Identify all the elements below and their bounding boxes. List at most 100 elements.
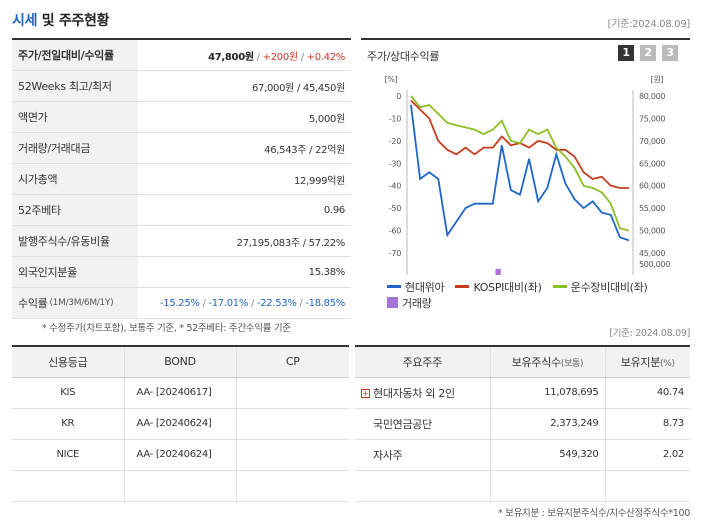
column-header-label: 보유지분 [620, 355, 661, 369]
table-row: NICE AA- [20240624] [12, 439, 349, 471]
stat-label: 시가총액 [12, 164, 138, 194]
right-tick-label: 55,000 [639, 204, 665, 213]
series-line [410, 99, 629, 189]
volume-tick-label: 500,000 [639, 260, 670, 269]
legend-swatch [387, 285, 401, 288]
bond-rating: AA- [20240624] [124, 439, 237, 471]
ownership-ratio: 8.73 [605, 408, 690, 440]
shares-held: 2,373,249 [490, 408, 606, 440]
cp-rating [236, 439, 349, 471]
chart-legend: 현대위아 KOSPI대비(좌) 운수장비대비(좌) 거래량 [387, 278, 687, 311]
left-tick-label: -50 [389, 204, 401, 213]
stat-label: 액면가 [12, 102, 138, 132]
returns-period-label: (1M/3M/6M/1Y) [49, 298, 114, 308]
stat-value: 67,000원 / 45,450원 [251, 82, 345, 94]
shareholder-name-text: 현대자동차 외 2인 [373, 386, 455, 400]
legend-item-kospi: KOSPI대비(좌) [455, 279, 542, 295]
cp-rating [236, 377, 349, 409]
column-header-sub: (보통) [560, 358, 584, 369]
section-title-rest: 및 주주현황 [37, 13, 110, 29]
reference-date-secondary: [기준: 2024.08.09] [609, 328, 690, 339]
expand-icon[interactable]: + [361, 389, 370, 398]
stat-value: 47,800원 / +200원 / +0.42% [208, 51, 345, 63]
price-stats-table: 주가/전일대비/수익률 47,800원 / +200원 / +0.42% 52W… [12, 38, 351, 319]
stat-value: -15.25% / -17.01% / -22.53% / -18.85% [159, 297, 345, 309]
credit-rating-table: 신용등급 BOND CP KIS AA- [20240617] KR AA- [… [12, 345, 349, 502]
stat-row-returns: 수익률 (1M/3M/6M/1Y) -15.25% / -17.01% / -22… [12, 288, 351, 319]
right-tick-label: 80,000 [639, 92, 665, 101]
column-header: CP [236, 347, 349, 378]
ownership-ratio: 2.02 [605, 439, 690, 471]
chart-pager: 1 2 3 [618, 45, 678, 61]
right-tick-label: 45,000 [639, 249, 665, 258]
shareholder-name: 자사주 [355, 439, 491, 471]
legend-label: KOSPI대비(좌) [473, 280, 542, 294]
legend-label: 운수장비대비(좌) [570, 280, 648, 294]
legend-swatch [455, 285, 470, 288]
shareholder-name: 국민연금공단 [355, 408, 491, 440]
table-header-row: 주요주주 보유주식수(보통) 보유지분(%) [355, 347, 690, 378]
volume-bar [495, 268, 501, 275]
series-line [410, 95, 630, 232]
stat-label: 52Weeks 최고/최저 [12, 71, 138, 101]
shares-held [490, 470, 606, 502]
cp-rating [236, 408, 349, 440]
left-tick-label: -70 [389, 249, 401, 258]
chart-page-2-button[interactable]: 2 [640, 45, 656, 61]
stat-row-foreign: 외국인지분율 15.38% [12, 257, 351, 288]
stat-value: 0.96 [323, 204, 345, 216]
legend-swatch [387, 297, 398, 308]
legend-label: 현대위아 [405, 280, 445, 294]
return-3m: -17.01% [208, 297, 249, 309]
left-tick-label: 0 [396, 92, 401, 101]
stat-row-price: 주가/전일대비/수익률 47,800원 / +200원 / +0.42% [12, 40, 351, 71]
stat-value: 15.38% [308, 266, 346, 278]
table-row: + 현대자동차 외 2인 11,078,695 40.74 [355, 377, 690, 409]
column-header: 신용등급 [12, 347, 125, 378]
ownership-ratio: 40.74 [605, 377, 690, 409]
shares-held: 549,320 [490, 439, 606, 471]
shares-held: 11,078,695 [490, 377, 606, 409]
column-header-label: 보유주식수 [511, 355, 561, 369]
table-row: KIS AA- [20240617] [12, 377, 349, 409]
stat-label: 수익률 (1M/3M/6M/1Y) [12, 288, 138, 318]
column-header-sub: (%) [660, 358, 675, 369]
bond-rating: AA- [20240617] [124, 377, 237, 409]
reference-date: [기준:2024.08.09] [607, 19, 691, 30]
table-row: 자사주 549,320 2.02 [355, 439, 690, 471]
shareholder-name [355, 470, 491, 502]
rating-agency [12, 470, 125, 502]
right-tick-label: 75,000 [639, 114, 665, 123]
stat-label: 발행주식수/유동비율 [12, 226, 138, 256]
left-tick-label: -60 [389, 227, 401, 236]
stat-value: 5,000원 [308, 113, 345, 125]
shareholder-name: + 현대자동차 외 2인 [355, 377, 491, 409]
stat-row-beta: 52주베타 0.96 [12, 195, 351, 226]
right-tick-label: 50,000 [639, 227, 665, 236]
chart-title: 주가/상대수익률 [367, 50, 440, 63]
stat-label: 52주베타 [12, 195, 138, 225]
stat-row-52w: 52Weeks 최고/최저 67,000원 / 45,450원 [12, 71, 351, 102]
ownership-ratio [605, 470, 690, 502]
chart-page-3-button[interactable]: 3 [662, 45, 678, 61]
chart-page-1-button[interactable]: 1 [618, 45, 634, 61]
bond-rating: AA- [20240624] [124, 408, 237, 440]
return-1m: -15.25% [159, 297, 200, 309]
legend-swatch [552, 285, 567, 288]
rating-agency: KR [12, 408, 125, 440]
current-price: 47,800원 [208, 51, 254, 63]
stat-value: 46,543주 / 22억원 [264, 144, 345, 156]
return-6m: -22.53% [256, 297, 297, 309]
left-tick-label: -20 [389, 137, 401, 146]
right-tick-label: 70,000 [639, 137, 665, 146]
right-axis-unit: [원] [651, 75, 664, 84]
stat-row-volume: 거래량/거래대금 46,543주 / 22억원 [12, 133, 351, 164]
left-axis-unit: [%] [385, 75, 398, 84]
rating-agency: KIS [12, 377, 125, 409]
legend-item-sector: 운수장비대비(좌) [552, 279, 648, 295]
price-chart-panel: 주가/상대수익률 1 2 3 [%] [원] 0 -10 -20 -30 -40 -50 -60… [361, 38, 690, 314]
column-header: 보유지분(%) [605, 347, 690, 378]
bond-rating [124, 470, 237, 502]
cp-rating [236, 470, 349, 502]
left-tick-label: -10 [389, 114, 401, 123]
